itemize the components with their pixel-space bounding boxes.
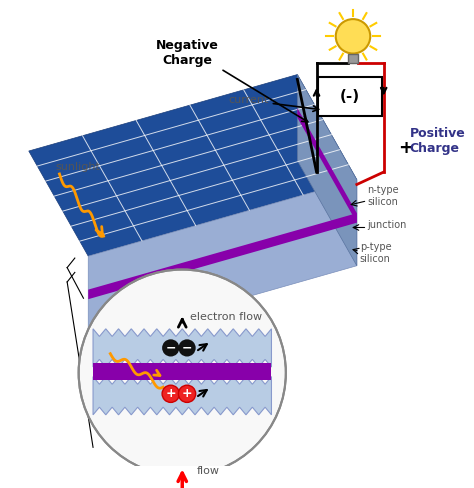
Text: current: current (228, 95, 269, 105)
Text: −: − (165, 342, 176, 354)
Polygon shape (93, 377, 272, 415)
Circle shape (178, 385, 196, 403)
Polygon shape (29, 75, 357, 256)
Text: Negative
Charge: Negative Charge (155, 39, 219, 66)
Circle shape (162, 385, 179, 403)
Bar (319, 78, 382, 116)
Circle shape (79, 269, 286, 476)
Circle shape (162, 339, 179, 357)
Text: sunlight: sunlight (55, 163, 100, 172)
Circle shape (178, 339, 196, 357)
Text: −: − (182, 342, 192, 354)
Text: electron flow: electron flow (190, 312, 262, 323)
Bar (348, 54, 358, 63)
Text: p-type
silicon: p-type silicon (360, 243, 392, 264)
Text: n-type
silicon: n-type silicon (367, 185, 399, 207)
Polygon shape (297, 75, 357, 266)
Text: +: + (165, 387, 176, 400)
Polygon shape (93, 329, 272, 367)
Polygon shape (88, 213, 357, 299)
Polygon shape (88, 180, 357, 342)
Text: Positive
Charge: Positive Charge (410, 127, 465, 156)
Circle shape (336, 19, 370, 54)
Text: +: + (398, 139, 413, 157)
Text: junction: junction (367, 220, 407, 230)
Bar (93, 363, 272, 381)
Text: (-): (-) (340, 89, 360, 104)
Text: flow: flow (197, 466, 219, 476)
Text: +: + (182, 387, 192, 400)
Polygon shape (297, 108, 357, 223)
